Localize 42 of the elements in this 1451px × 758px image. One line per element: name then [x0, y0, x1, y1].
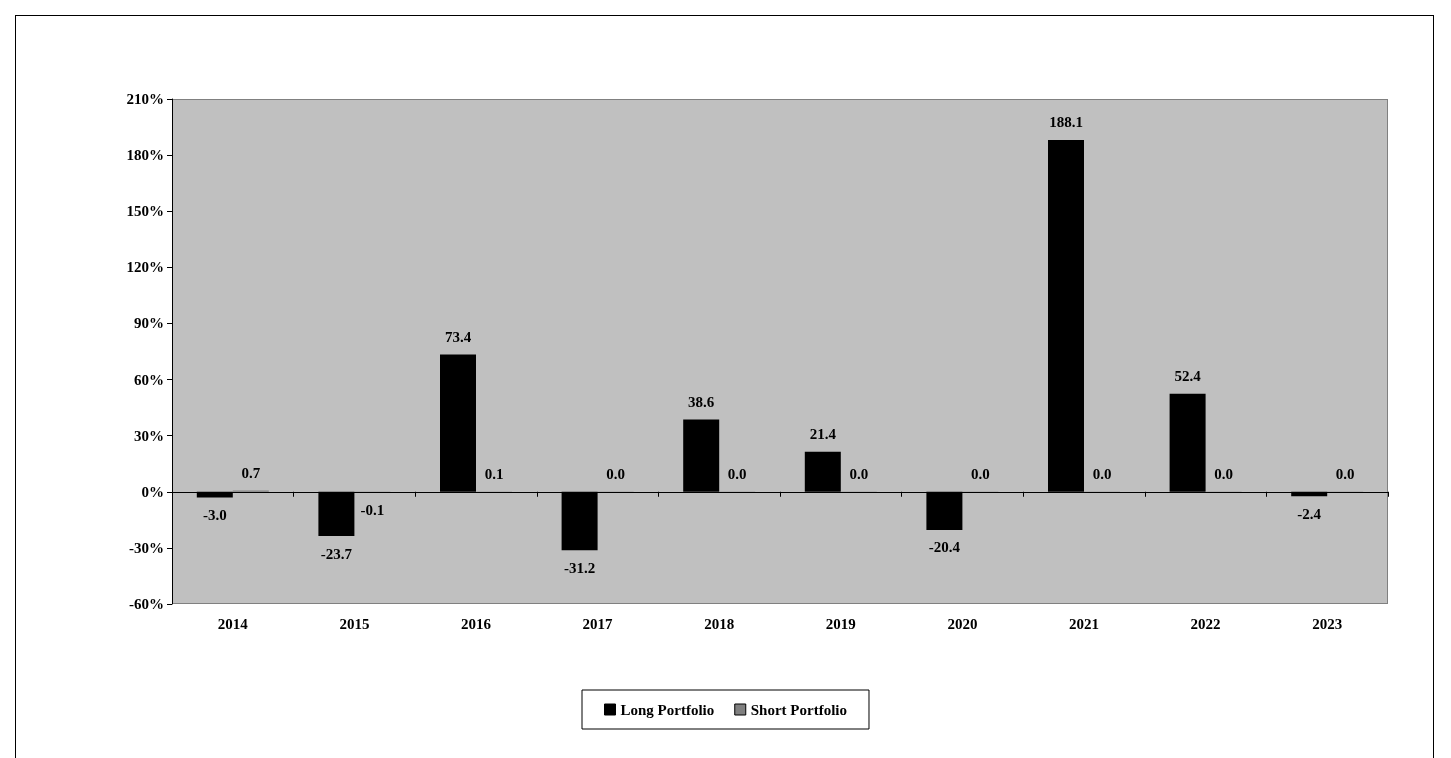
y-tick-label: -30%: [129, 539, 164, 556]
data-label: 52.4: [1174, 368, 1202, 385]
data-label: -3.0: [202, 506, 227, 523]
y-tick-label: 0%: [141, 483, 164, 500]
data-label: 0.0: [971, 466, 990, 483]
data-label: 0.0: [606, 466, 625, 483]
x-tick-label: 2015: [339, 615, 370, 632]
data-label: 0.0: [1335, 466, 1355, 483]
data-label: -2.4: [1297, 505, 1322, 522]
data-label: 0.0: [727, 466, 747, 483]
x-tick-label: 2021: [1069, 615, 1099, 632]
x-tick-label: 2017: [582, 615, 614, 632]
x-tick-label: 2014: [217, 615, 249, 632]
data-label: 0.0: [1214, 466, 1233, 483]
x-tick-label: 2023: [1312, 615, 1343, 632]
data-label: -0.1: [360, 501, 385, 518]
data-label: -31.2: [563, 559, 596, 576]
data-label: 0.0: [1092, 466, 1112, 483]
legend-label: Long Portfolio: [620, 701, 715, 718]
data-label: 38.6: [688, 394, 715, 411]
y-tick-label: 180%: [126, 147, 164, 164]
data-label: 0.1: [484, 466, 504, 483]
y-tick-label: 30%: [134, 427, 164, 444]
data-label: -20.4: [928, 539, 961, 556]
x-tick-label: 2022: [1190, 615, 1221, 632]
data-label: 73.4: [444, 328, 472, 345]
y-tick-label: 150%: [126, 203, 164, 220]
y-tick-label: 120%: [126, 259, 164, 276]
y-tick-label: 90%: [134, 315, 164, 332]
x-tick-label: 2018: [704, 615, 735, 632]
data-label: 0.7: [241, 464, 261, 481]
data-label: 21.4: [809, 426, 837, 443]
y-tick-label: -60%: [129, 596, 164, 612]
data-label: -23.7: [320, 545, 353, 562]
data-label: 188.1: [1049, 114, 1083, 131]
x-tick-label: 2016: [461, 615, 492, 632]
y-tick-label: 60%: [134, 371, 164, 388]
y-tick-label: 210%: [126, 91, 164, 107]
data-label: 0.0: [849, 466, 869, 483]
legend-label: Short Portfolio: [750, 701, 847, 718]
x-tick-label: 2019: [825, 615, 856, 632]
x-tick-label: 2020: [947, 615, 978, 632]
